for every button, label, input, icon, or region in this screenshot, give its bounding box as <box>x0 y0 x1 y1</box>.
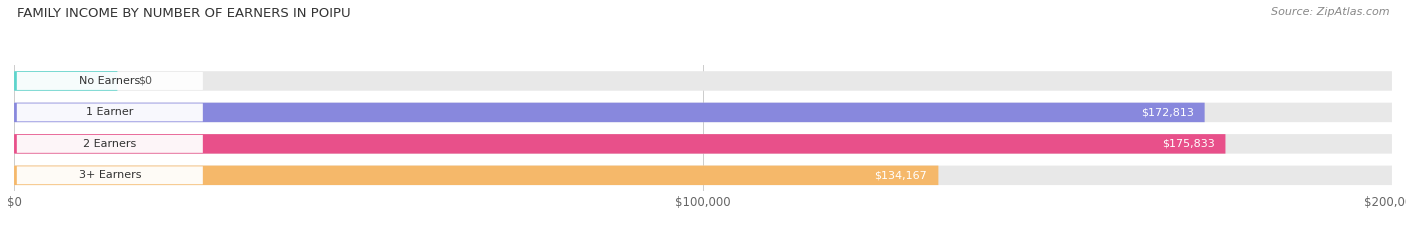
FancyBboxPatch shape <box>14 71 1392 91</box>
Text: No Earners: No Earners <box>79 76 141 86</box>
Text: $0: $0 <box>138 76 152 86</box>
FancyBboxPatch shape <box>14 71 118 91</box>
Text: 1 Earner: 1 Earner <box>86 107 134 117</box>
Text: 2 Earners: 2 Earners <box>83 139 136 149</box>
FancyBboxPatch shape <box>17 135 202 153</box>
FancyBboxPatch shape <box>14 134 1226 154</box>
Text: FAMILY INCOME BY NUMBER OF EARNERS IN POIPU: FAMILY INCOME BY NUMBER OF EARNERS IN PO… <box>17 7 350 20</box>
Text: $134,167: $134,167 <box>875 170 928 180</box>
Text: $172,813: $172,813 <box>1140 107 1194 117</box>
FancyBboxPatch shape <box>14 103 1205 122</box>
FancyBboxPatch shape <box>17 72 202 90</box>
FancyBboxPatch shape <box>14 134 1392 154</box>
Text: 3+ Earners: 3+ Earners <box>79 170 141 180</box>
FancyBboxPatch shape <box>17 166 202 184</box>
FancyBboxPatch shape <box>14 103 1392 122</box>
Text: Source: ZipAtlas.com: Source: ZipAtlas.com <box>1271 7 1389 17</box>
FancyBboxPatch shape <box>17 103 202 121</box>
Text: $175,833: $175,833 <box>1161 139 1215 149</box>
FancyBboxPatch shape <box>14 166 1392 185</box>
FancyBboxPatch shape <box>14 166 938 185</box>
